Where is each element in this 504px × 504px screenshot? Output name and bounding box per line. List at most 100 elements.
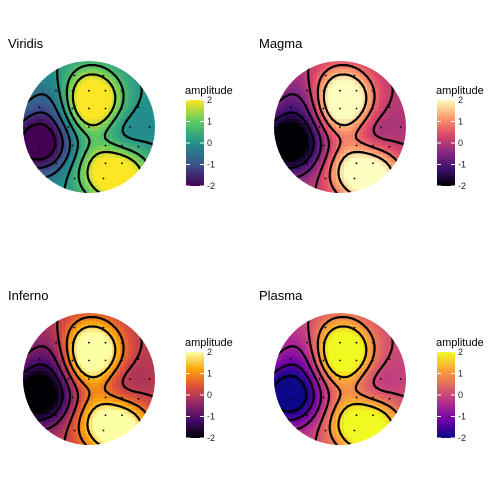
heatmap-cell: [363, 359, 368, 364]
heatmap-cell: [92, 169, 98, 174]
heatmap-cell: [108, 313, 113, 318]
heatmap-cell: [112, 68, 117, 74]
heatmap-cell: [73, 165, 78, 171]
heatmap-cell: [112, 437, 117, 442]
heatmap-cell: [104, 84, 109, 89]
heatmap-cell: [127, 68, 133, 74]
electrode-marker: [73, 326, 76, 329]
heatmap-cell: [382, 425, 387, 430]
heatmap-cell: [386, 130, 391, 136]
heatmap-cell: [143, 320, 148, 326]
heatmap-cell: [320, 92, 325, 97]
heatmap-cell: [340, 173, 345, 178]
heatmap-cell: [23, 410, 28, 415]
heatmap-cell: [92, 394, 98, 399]
heatmap-cell: [378, 68, 384, 74]
heatmap-cell: [320, 316, 325, 322]
heatmap-cell: [402, 359, 406, 364]
heatmap-cell: [85, 375, 90, 380]
heatmap-cell: [378, 165, 384, 171]
heatmap-cell: [386, 115, 391, 120]
heatmap-cell: [135, 347, 140, 353]
heatmap-cell: [127, 169, 133, 174]
heatmap-cell: [38, 421, 43, 426]
heatmap-cell: [147, 103, 152, 108]
heatmap-cell: [371, 313, 376, 318]
heatmap-cell: [351, 169, 356, 174]
heatmap-cell: [50, 441, 55, 445]
heatmap-cell: [100, 173, 105, 178]
heatmap-cell: [340, 355, 345, 360]
heatmap-cell: [81, 433, 86, 438]
heatmap-cell: [112, 84, 117, 89]
heatmap-cell: [120, 437, 125, 442]
heatmap-cell: [23, 316, 28, 322]
heatmap-cell: [340, 61, 345, 66]
heatmap-cell: [50, 417, 55, 423]
heatmap-cell: [394, 336, 399, 341]
heatmap-cell: [85, 313, 90, 318]
heatmap-cell: [23, 138, 28, 143]
heatmap-cell: [402, 146, 406, 151]
heatmap-cell: [274, 107, 279, 112]
heatmap-cell: [363, 138, 368, 143]
heatmap-cell: [73, 433, 78, 438]
heatmap-cell: [371, 328, 376, 333]
heatmap-cell: [50, 336, 55, 341]
heatmap-cell: [390, 127, 395, 132]
heatmap-cell: [367, 138, 372, 143]
heatmap-cell: [96, 92, 102, 97]
heatmap-cell: [100, 406, 105, 411]
heatmap-cell: [96, 336, 102, 341]
heatmap-cell: [77, 382, 82, 388]
heatmap-cell: [34, 316, 39, 322]
heatmap-cell: [281, 441, 287, 445]
heatmap-cell: [112, 328, 117, 333]
heatmap-cell: [23, 181, 28, 186]
heatmap-cell: [277, 84, 283, 89]
heatmap-cell: [390, 169, 395, 174]
heatmap-cell: [131, 76, 136, 81]
heatmap-cell: [351, 111, 356, 116]
heatmap-cell: [100, 185, 105, 190]
heatmap-cell: [143, 382, 148, 388]
heatmap-cell: [151, 95, 155, 101]
heatmap-cell: [394, 433, 399, 438]
heatmap-cell: [274, 421, 279, 426]
heatmap-cell: [23, 355, 28, 360]
heatmap-cell: [120, 115, 125, 120]
heatmap-cell: [65, 359, 70, 364]
heatmap-cell: [281, 99, 287, 105]
heatmap-cell: [127, 185, 133, 190]
heatmap-cell: [374, 316, 380, 322]
heatmap-cell: [301, 340, 306, 345]
heatmap-cell: [398, 169, 403, 174]
heatmap-cell: [151, 72, 155, 77]
heatmap-cell: [61, 363, 67, 368]
heatmap-cell: [147, 134, 152, 140]
heatmap-cell: [371, 130, 376, 136]
heatmap-cell: [305, 328, 310, 333]
heatmap-cell: [61, 347, 67, 353]
heatmap-cell: [347, 363, 353, 368]
heatmap-cell: [23, 123, 28, 128]
heatmap-cell: [139, 320, 144, 326]
heatmap-cell: [108, 134, 113, 140]
heatmap-cell: [73, 72, 78, 77]
heatmap-cell: [332, 413, 337, 419]
heatmap-cell: [402, 437, 406, 442]
heatmap-cell: [281, 351, 287, 357]
heatmap-cell: [127, 417, 133, 423]
heatmap-cell: [274, 441, 279, 445]
heatmap-cell: [108, 413, 113, 419]
heatmap-cell: [320, 154, 325, 159]
heatmap-cell: [347, 103, 353, 108]
heatmap-cell: [104, 111, 109, 116]
heatmap-cell: [402, 72, 406, 77]
heatmap-cell: [297, 340, 302, 345]
heatmap-cell: [73, 146, 78, 151]
heatmap-cell: [378, 363, 384, 368]
heatmap-cell: [123, 173, 129, 178]
colorbar-tick-label: 2: [207, 95, 212, 105]
heatmap-cell: [308, 324, 314, 329]
